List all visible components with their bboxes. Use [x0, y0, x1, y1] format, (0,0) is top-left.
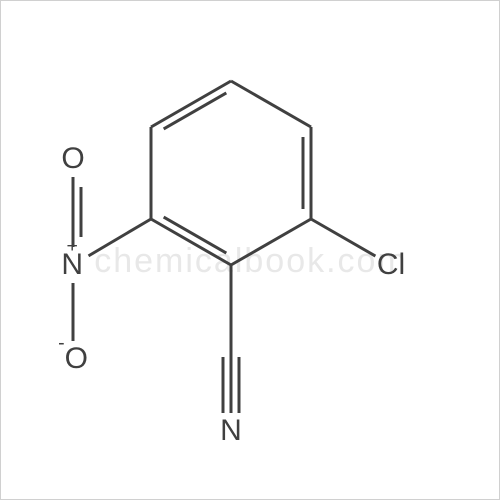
atom-label-n-cyano: N [220, 416, 242, 446]
atom-label-n-nitro: N+ [61, 250, 94, 280]
atom-label-o1: O [61, 144, 84, 174]
atom-label-cl: Cl [377, 250, 405, 280]
molecule-canvas: N Cl N+ O -O chemicalbook.com [0, 0, 500, 500]
atom-label-o2: -O [58, 344, 88, 374]
